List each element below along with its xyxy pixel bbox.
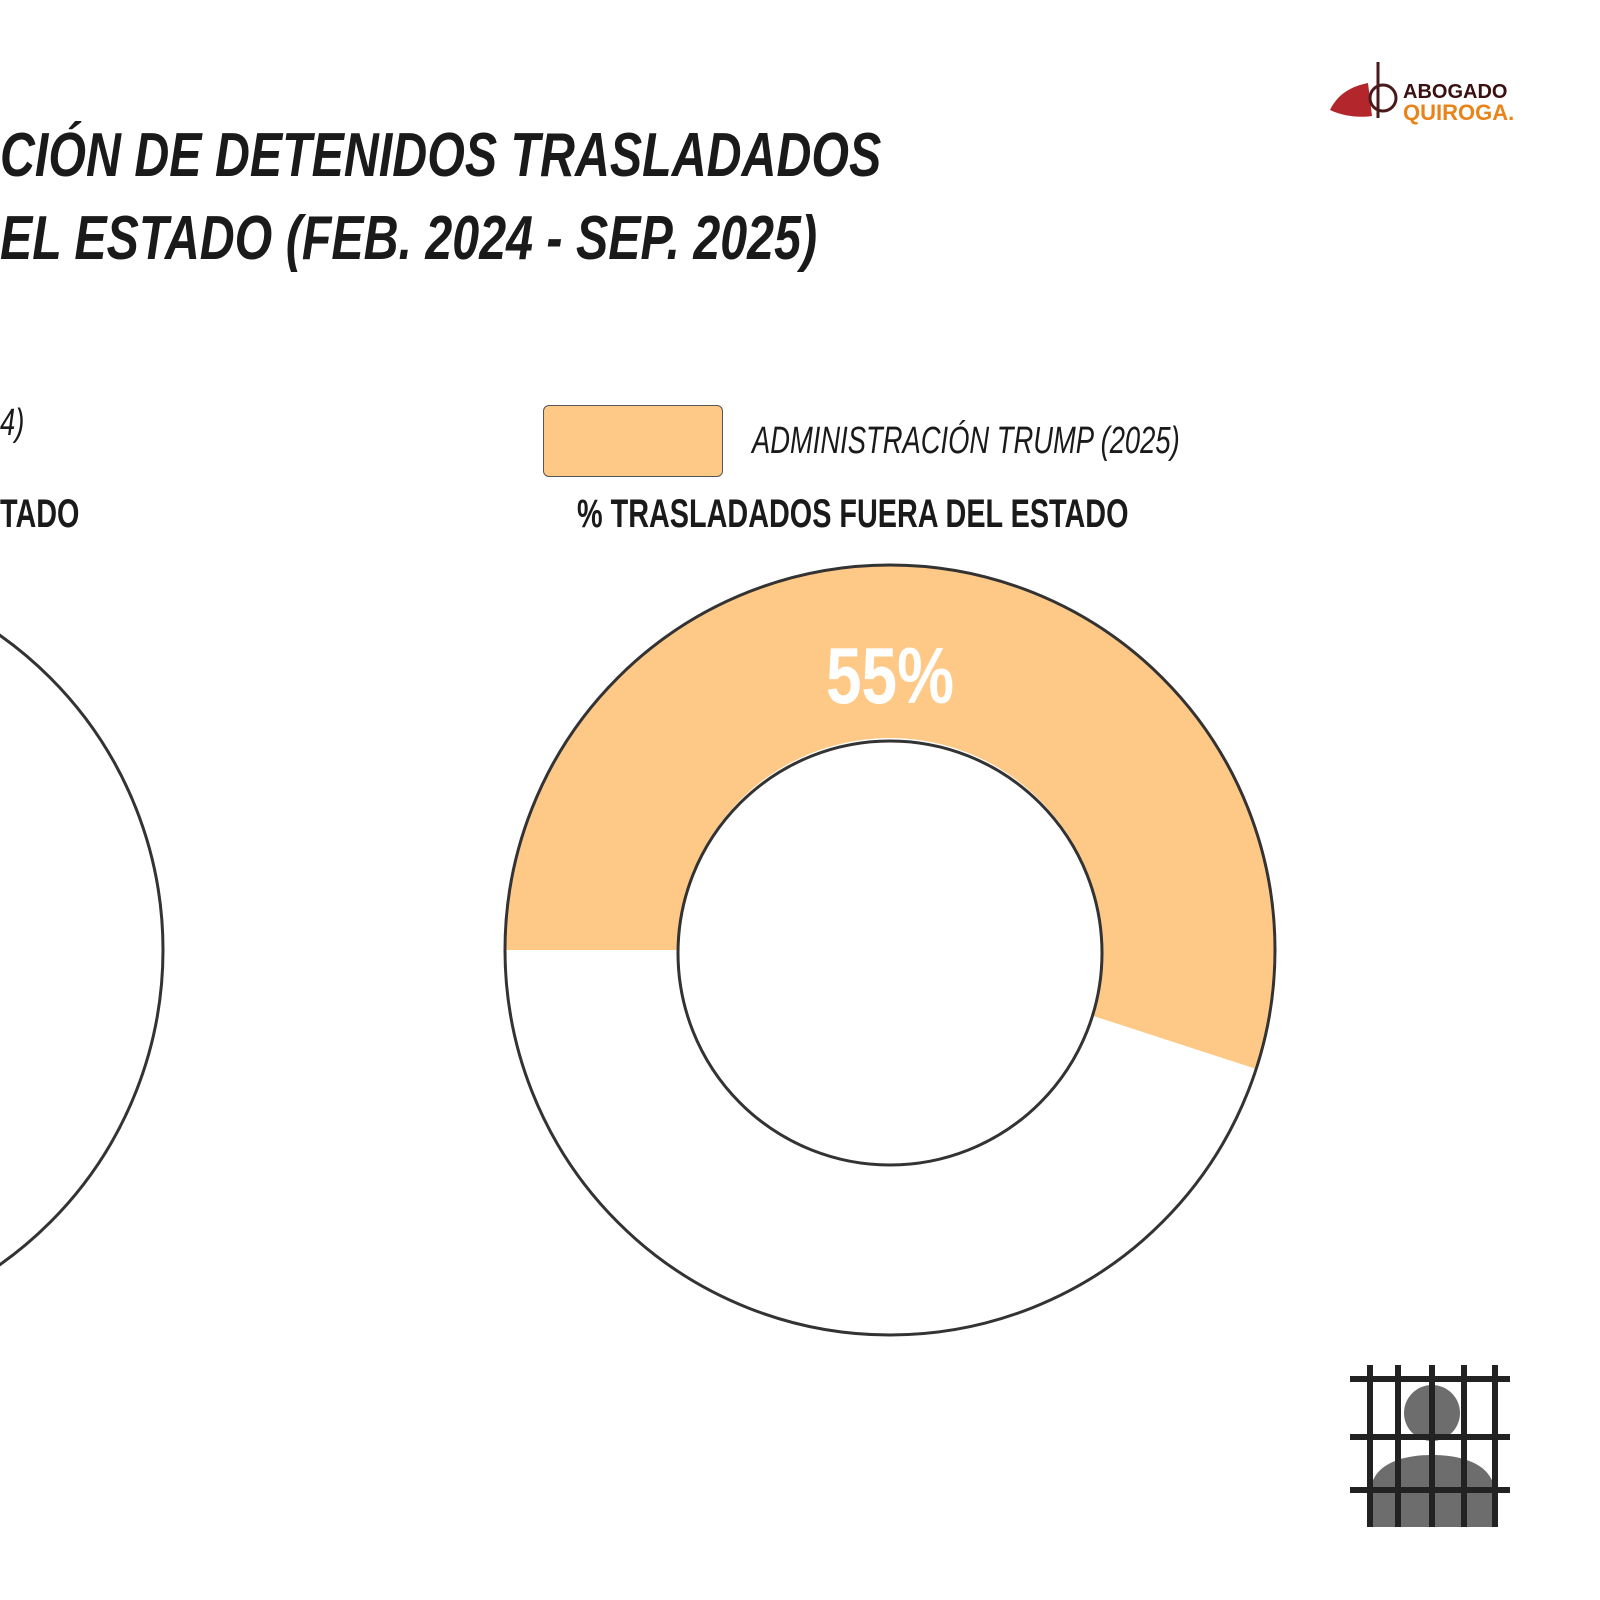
legend-label-trump: ADMINISTRACIÓN TRUMP (2025) bbox=[752, 420, 1180, 462]
donut-outer-outline bbox=[503, 563, 1277, 1337]
donut-inner-outline bbox=[676, 739, 1104, 1167]
svg-text:ABOGADO: ABOGADO bbox=[1403, 81, 1507, 103]
jail-prisoner-icon bbox=[1350, 1365, 1510, 1527]
left-legend-fragment: 4) bbox=[0, 402, 25, 444]
svg-text:QUIROGA.: QUIROGA. bbox=[1403, 100, 1514, 125]
abogado-quiroga-logo: ABOGADO QUIROGA. bbox=[1330, 62, 1514, 125]
legend-swatch-trump bbox=[543, 405, 723, 477]
left-subtitle-fragment: TADO bbox=[0, 492, 80, 536]
donut-slice-1 bbox=[505, 950, 1257, 1335]
donut-data-label: 55% bbox=[826, 631, 954, 720]
donut-subtitle: % TRASLADADOS FUERA DEL ESTADO bbox=[577, 492, 1129, 536]
donut-slice-0 bbox=[505, 564, 1276, 1069]
chart-title-line1: CIÓN DE DETENIDOS TRASLADADOS bbox=[0, 121, 882, 190]
left-donut-outline bbox=[0, 633, 165, 1267]
chart-title-line2: EL ESTADO (FEB. 2024 - SEP. 2025) bbox=[0, 204, 818, 273]
